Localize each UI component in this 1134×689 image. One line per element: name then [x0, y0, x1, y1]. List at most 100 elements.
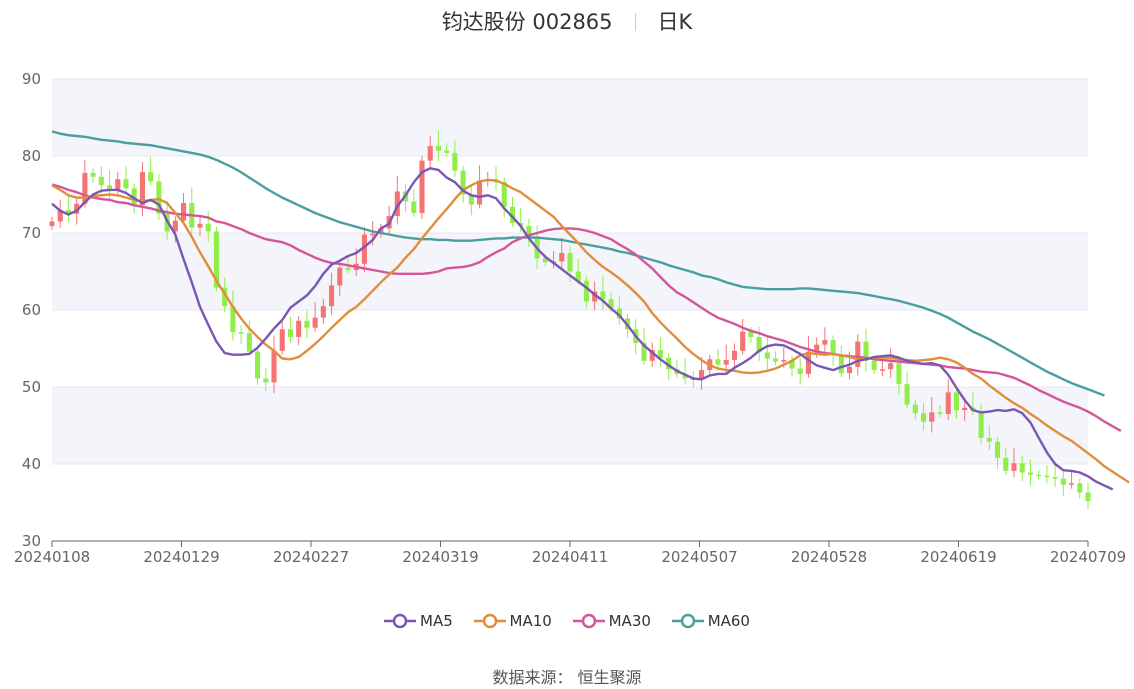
candle — [1027, 459, 1033, 486]
candle-body-down — [468, 194, 474, 205]
candle-body-down — [444, 150, 450, 153]
candle-body-down — [526, 226, 532, 239]
candle-body-down — [1060, 478, 1066, 485]
candle-body-down — [789, 360, 795, 369]
candle-body-up — [57, 209, 63, 222]
candle-body-down — [657, 350, 663, 358]
candle-body-down — [583, 280, 589, 302]
candle-body-down — [764, 352, 770, 359]
candle-body-up — [477, 180, 483, 205]
candle — [460, 166, 466, 203]
candle — [205, 211, 211, 243]
ma5-line — [51, 167, 1114, 491]
candle — [1085, 482, 1091, 510]
candle — [649, 342, 655, 367]
candle-body-down — [1036, 474, 1042, 477]
candle — [764, 336, 770, 370]
candle — [394, 176, 400, 225]
candle-body-down — [98, 176, 104, 186]
candle-body-up — [805, 351, 811, 374]
candle-body-up — [559, 253, 565, 262]
candle — [929, 397, 935, 433]
candle-body-up — [296, 320, 302, 337]
legend-item-ma60[interactable]: MA60 — [671, 612, 750, 630]
candle — [978, 403, 984, 444]
candle — [411, 188, 417, 217]
legend-ma30-marker — [572, 613, 605, 629]
candlestick-chart: 30 40 50 60 70 80 90 20240108 20240129 20240227 2… — [14, 70, 1130, 566]
candle — [477, 165, 483, 209]
candle — [49, 216, 55, 230]
x-tick-label: 20240227 — [273, 548, 349, 566]
ma30-line — [51, 183, 1122, 432]
candle-body-down — [213, 231, 219, 288]
candle-body-down — [156, 181, 162, 214]
candle — [888, 347, 894, 378]
candle-body-up — [394, 191, 400, 217]
candle-body-down — [90, 172, 96, 177]
candle-body-down — [230, 306, 236, 333]
candle-body-up — [879, 369, 885, 371]
candle-body-down — [435, 145, 441, 151]
x-tick-label: 20240129 — [143, 548, 219, 566]
candle — [863, 328, 869, 372]
candle-body-down — [1085, 492, 1091, 501]
candle-body-down — [830, 340, 836, 356]
source-name: 恒生聚源 — [577, 668, 642, 687]
legend-item-ma30[interactable]: MA30 — [572, 612, 651, 630]
candle-body-down — [287, 329, 293, 337]
y-tick-label: 70 — [22, 224, 41, 242]
candle — [246, 320, 252, 356]
candle — [82, 160, 88, 208]
candle-body-down — [1019, 463, 1025, 473]
candle — [435, 130, 441, 162]
candle — [1052, 461, 1058, 488]
candle — [419, 156, 425, 220]
candle-body-up — [337, 267, 343, 286]
candle — [559, 237, 565, 270]
candle-body-down — [995, 441, 1001, 458]
candle-body-up — [822, 340, 828, 345]
x-tick-label: 20240528 — [791, 548, 867, 566]
y-tick-label: 90 — [22, 70, 41, 88]
candle-body-down — [238, 332, 244, 334]
candle-body-down — [641, 343, 647, 361]
x-tick-label: 20240319 — [402, 548, 478, 566]
candle-body-up — [649, 350, 655, 361]
x-tick-label: 20240507 — [661, 548, 737, 566]
candle — [855, 334, 861, 376]
grid-band — [52, 79, 1088, 156]
candle-body-down — [345, 267, 351, 270]
candle — [600, 276, 606, 310]
candle-body-down — [748, 331, 754, 337]
candle — [378, 223, 384, 238]
candle — [657, 337, 663, 367]
period-label[interactable]: 日K — [657, 10, 693, 34]
candle — [287, 316, 293, 344]
candle — [156, 174, 162, 220]
candle-body-up — [945, 392, 951, 414]
candle-body-down — [131, 188, 137, 206]
title-divider — [634, 13, 636, 31]
candle-body-down — [452, 152, 458, 171]
grid-band — [52, 387, 1088, 464]
candle — [337, 263, 343, 297]
candle-body-up — [888, 363, 894, 370]
candle — [197, 216, 203, 237]
candle-body-down — [616, 308, 622, 319]
candle — [526, 218, 532, 247]
candle — [731, 343, 737, 371]
candle — [181, 192, 187, 225]
y-tick-label: 40 — [22, 455, 41, 473]
candle — [1011, 447, 1017, 478]
candle-body-down — [460, 170, 466, 195]
candle-body-up — [592, 291, 598, 302]
candle — [805, 336, 811, 378]
candle — [1019, 455, 1025, 481]
legend-ma10-marker — [473, 613, 506, 629]
candle — [904, 371, 910, 409]
candle — [98, 166, 104, 194]
candle-body-up — [181, 202, 187, 221]
legend-item-ma10[interactable]: MA10 — [473, 612, 552, 630]
legend-item-ma5[interactable]: MA5 — [384, 612, 453, 630]
